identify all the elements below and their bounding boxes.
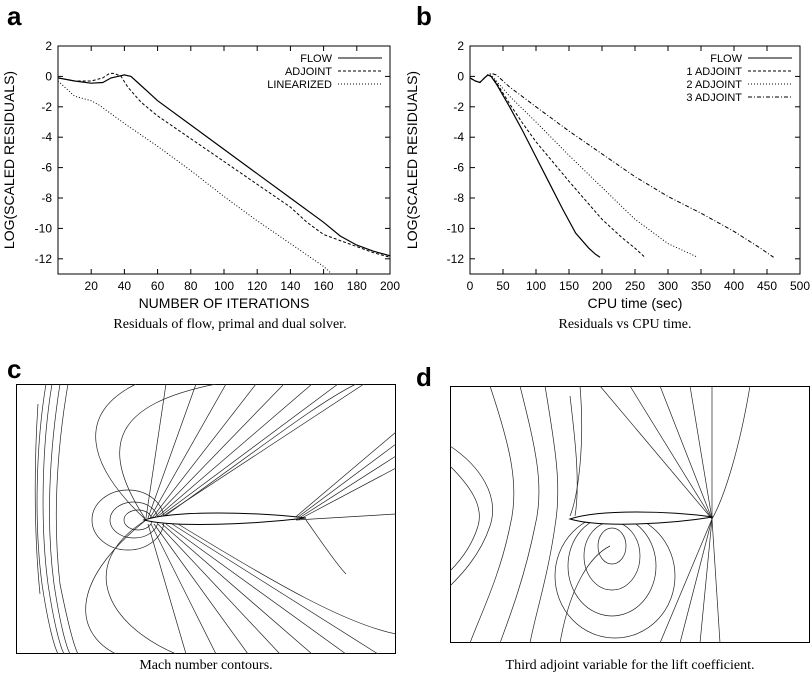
- y-tick-label: -2: [41, 100, 52, 114]
- legend-label: FLOW: [300, 53, 332, 65]
- y-tick-label: -12: [447, 252, 465, 266]
- x-tick-label: 200: [380, 279, 400, 293]
- mach-contour-plot: [16, 384, 396, 654]
- series-line-adjoint: [58, 72, 390, 258]
- legend-label: 1 ADJOINT: [686, 66, 742, 78]
- x-tick-label: 450: [757, 279, 777, 293]
- y-tick-label: -10: [35, 221, 53, 235]
- x-tick-label: 150: [559, 279, 579, 293]
- legend-label: LINEARIZED: [267, 79, 332, 91]
- panel-d-letter: d: [416, 362, 432, 392]
- legend-label: FLOW: [710, 53, 742, 65]
- y-axis-label: LOG(SCALED RESIDUALS): [404, 71, 420, 249]
- y-tick-label: -6: [41, 161, 52, 175]
- x-tick-label: 80: [184, 279, 198, 293]
- panel-b-caption: Residuals vs CPU time.: [558, 317, 692, 332]
- y-tick-label: -10: [447, 221, 465, 235]
- y-tick-label: 0: [45, 69, 52, 83]
- x-tick-label: 140: [280, 279, 300, 293]
- panel-c-caption: Mach number contours.: [139, 658, 273, 673]
- legend-label: ADJOINT: [285, 66, 332, 78]
- legend-label: 3 ADJOINT: [686, 92, 742, 104]
- panel-a-caption: Residuals of flow, primal and dual solve…: [113, 317, 347, 332]
- series-line-2-adjoint: [470, 74, 698, 258]
- series-line-1-adjoint: [470, 74, 646, 258]
- x-tick-label: 350: [691, 279, 711, 293]
- series-line-flow: [470, 74, 601, 258]
- adjoint-contour-plot: [450, 386, 810, 643]
- x-tick-label: 500: [790, 279, 810, 293]
- x-tick-label: 180: [347, 279, 367, 293]
- y-tick-label: -8: [453, 191, 464, 205]
- x-tick-label: 100: [526, 279, 546, 293]
- y-axis-label: LOG(SCALED RESIDUALS): [1, 71, 17, 249]
- x-tick-label: 50: [496, 279, 510, 293]
- x-tick-label: 200: [592, 279, 612, 293]
- panel-b-letter: b: [416, 1, 432, 31]
- plot-frame: [469, 45, 801, 275]
- y-tick-label: -12: [35, 252, 53, 266]
- x-tick-label: 160: [314, 279, 334, 293]
- panel-d-caption: Third adjoint variable for the lift coef…: [505, 658, 755, 673]
- y-tick-label: -8: [41, 191, 52, 205]
- y-tick-label: -4: [41, 130, 52, 144]
- x-tick-label: 120: [247, 279, 267, 293]
- x-tick-label: 300: [658, 279, 678, 293]
- x-tick-label: 20: [85, 279, 99, 293]
- x-axis-label: NUMBER OF ITERATIONS: [139, 295, 310, 311]
- y-tick-label: -6: [453, 161, 464, 175]
- series-line-linearized: [58, 80, 333, 274]
- y-tick-label: 0: [457, 69, 464, 83]
- chart-a: 20 40 60 80 100 120 140 160 180 20020-2-4-6-8-10-…: [1, 39, 400, 311]
- y-tick-label: -4: [453, 130, 464, 144]
- x-tick-label: 60: [151, 279, 165, 293]
- x-tick-label: 400: [724, 279, 744, 293]
- x-tick-label: 100: [214, 279, 234, 293]
- panel-c-letter: c: [7, 354, 22, 384]
- x-tick-label: 0: [467, 279, 474, 293]
- panel-a-letter: a: [7, 1, 22, 31]
- y-tick-label: 2: [45, 39, 52, 53]
- x-tick-label: 250: [625, 279, 645, 293]
- x-tick-label: 40: [118, 279, 132, 293]
- y-tick-label: -2: [453, 100, 464, 114]
- series-line-flow: [58, 74, 390, 257]
- series-line-3-adjoint: [470, 72, 774, 258]
- y-tick-label: 2: [457, 39, 464, 53]
- legend-label: 2 ADJOINT: [686, 79, 742, 91]
- x-axis-label: CPU time (sec): [588, 295, 683, 311]
- chart-b: 0 50 100 150 200 250 300 350 400 450 500 2 0 -2 -4 -6 -8…: [404, 39, 810, 311]
